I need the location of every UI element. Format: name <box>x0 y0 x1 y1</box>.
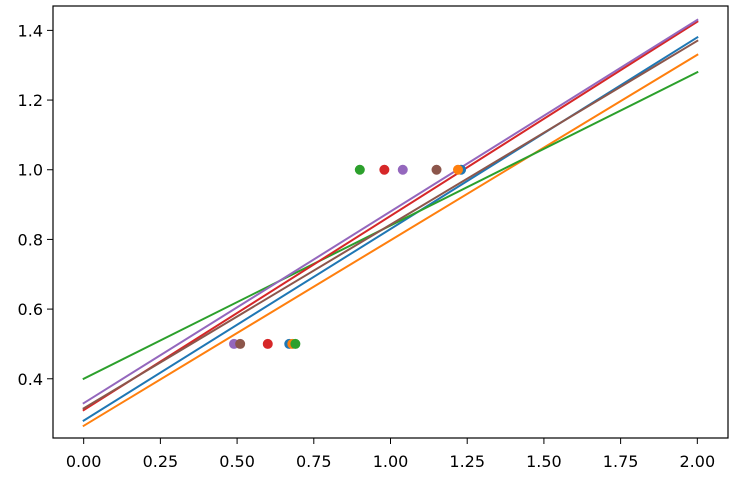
series-lines <box>82 18 699 428</box>
series-3-point-1 <box>290 338 301 349</box>
series-6-point-2 <box>431 164 442 175</box>
series-4-point-1 <box>262 338 273 349</box>
series-line-5 <box>82 18 699 405</box>
x-tick-label: 1.50 <box>526 452 562 471</box>
series-6-point-1 <box>235 338 246 349</box>
y-axis: 0.4 0.6 0.8 1.0 1.2 1.4 <box>18 21 53 389</box>
y-tick-label: 0.8 <box>18 230 43 249</box>
series-line-6 <box>82 39 699 410</box>
x-axis: 0.00 0.25 0.50 0.75 1.00 1.25 1.50 1.75 2.00 <box>66 438 715 471</box>
x-tick-label: 1.75 <box>603 452 639 471</box>
y-tick-label: 1.4 <box>18 21 43 40</box>
y-tick-label: 0.6 <box>18 300 43 319</box>
series-line-4 <box>82 20 699 412</box>
x-tick-label: 0.00 <box>66 452 102 471</box>
x-tick-label: 0.50 <box>219 452 255 471</box>
x-tick-label: 0.75 <box>296 452 332 471</box>
series-5-point-2 <box>397 164 408 175</box>
series-line-2 <box>82 53 699 428</box>
x-tick-label: 2.00 <box>680 452 716 471</box>
series-4-point-2 <box>379 164 390 175</box>
x-tick-label: 0.25 <box>143 452 179 471</box>
y-tick-label: 1.0 <box>18 161 43 180</box>
x-tick-label: 1.25 <box>449 452 485 471</box>
y-tick-label: 1.2 <box>18 91 43 110</box>
series-points <box>229 164 467 349</box>
y-tick-label: 0.4 <box>18 370 43 389</box>
x-tick-label: 1.00 <box>373 452 409 471</box>
series-3-point-2 <box>354 164 365 175</box>
series-2-point-2 <box>453 164 463 175</box>
